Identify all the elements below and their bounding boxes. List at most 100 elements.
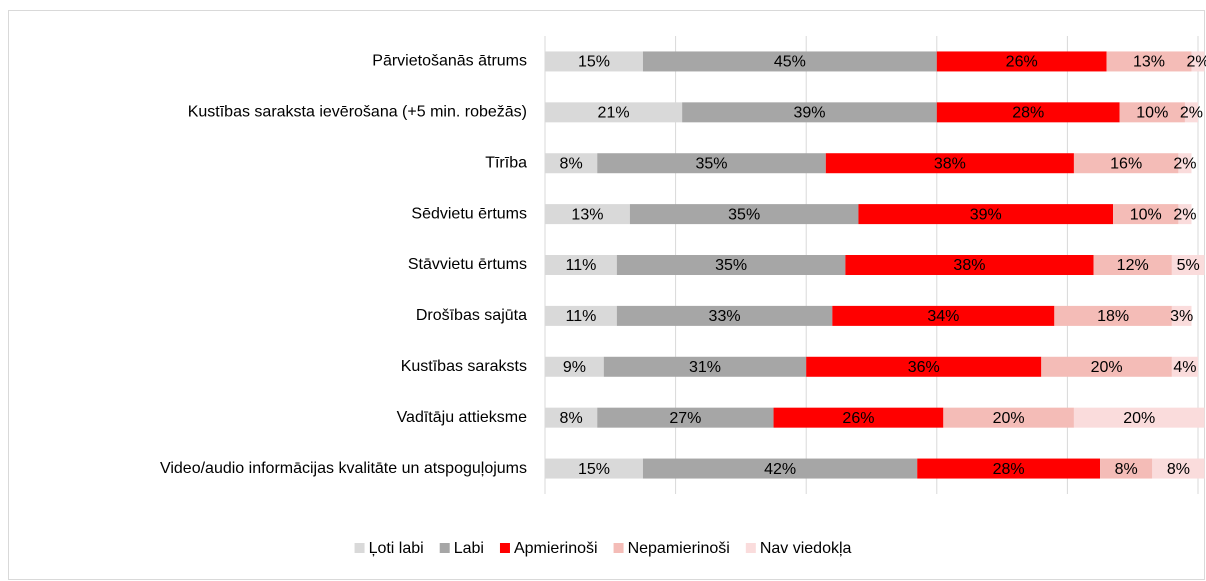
- data-label: 4%: [1173, 359, 1196, 376]
- bar-segment: [943, 407, 1074, 428]
- y-tick-label: Sēdvietu ērtums: [411, 205, 527, 222]
- data-label: 8%: [1115, 461, 1138, 478]
- data-label: 9%: [563, 359, 586, 376]
- data-label: 35%: [715, 257, 747, 274]
- y-tick-label: Kustības saraksts: [401, 358, 527, 375]
- data-label: 2%: [1173, 206, 1196, 223]
- data-label: 15%: [578, 54, 610, 71]
- data-label: 27%: [669, 410, 701, 427]
- data-label: 28%: [1012, 105, 1044, 122]
- data-label: 45%: [774, 54, 806, 71]
- bar-segment: [1184, 102, 1198, 123]
- legend-label: Nepamierinoši: [628, 540, 730, 557]
- bar-segment: [1054, 305, 1172, 326]
- data-label: 11%: [565, 257, 596, 274]
- data-label: 13%: [1133, 54, 1165, 71]
- bar-segment: [629, 204, 859, 225]
- data-label: 12%: [1117, 257, 1149, 274]
- data-label: 38%: [934, 155, 966, 172]
- data-label: 8%: [1167, 461, 1190, 478]
- bar-segment: [1178, 153, 1192, 174]
- data-label: 34%: [927, 308, 959, 325]
- data-label: 3%: [1170, 308, 1193, 325]
- data-label: 21%: [598, 105, 630, 122]
- legend-label: Apmierinoši: [514, 540, 598, 557]
- data-label: 8%: [560, 155, 583, 172]
- legend-swatch: [354, 543, 365, 553]
- legend-swatch: [439, 543, 450, 553]
- bar-segment: [858, 204, 1114, 225]
- data-label: 13%: [571, 206, 603, 223]
- bar-segment: [597, 153, 826, 174]
- bar-segment: [1100, 458, 1153, 479]
- legend-swatch: [613, 543, 624, 553]
- y-tick-label: Drošības sajūta: [416, 307, 527, 324]
- bar-segment: [545, 204, 630, 225]
- data-label: 42%: [764, 461, 796, 478]
- y-tick-label: Tīrība: [485, 154, 527, 171]
- bar-segment: [936, 51, 1107, 72]
- bar-segment: [1178, 204, 1192, 225]
- bar-segment: [773, 407, 944, 428]
- data-label: 18%: [1097, 308, 1129, 325]
- bar-segment: [806, 356, 1042, 377]
- data-label: 36%: [908, 359, 940, 376]
- bar-segment: [917, 458, 1101, 479]
- data-label: 38%: [953, 257, 985, 274]
- data-label: 10%: [1130, 206, 1162, 223]
- data-label: 16%: [1110, 155, 1142, 172]
- y-tick-label: Pārvietošanās ātrums: [372, 53, 527, 70]
- bar-segment: [1191, 51, 1205, 72]
- bar-segment: [1171, 255, 1205, 275]
- legend-label: Nav viedokļa: [760, 540, 852, 557]
- bar-segment: [845, 255, 1094, 275]
- data-label: 11%: [565, 308, 596, 325]
- bar-segment: [603, 356, 807, 377]
- data-label: 35%: [728, 206, 760, 223]
- bar-segment: [642, 458, 918, 479]
- data-label: 31%: [689, 359, 721, 376]
- bar-segment: [1152, 458, 1205, 479]
- bar-segment: [545, 407, 598, 428]
- bar-segment: [642, 51, 937, 72]
- data-label: 8%: [560, 410, 583, 427]
- bar-segment: [1093, 255, 1172, 275]
- y-tick-label: Video/audio informācijas kvalitāte un at…: [160, 460, 527, 477]
- data-label: 2%: [1180, 105, 1203, 122]
- data-label: 26%: [1006, 54, 1038, 71]
- data-label: 35%: [695, 155, 727, 172]
- data-label: 39%: [793, 105, 825, 122]
- data-label: 10%: [1136, 105, 1168, 122]
- bar-segment: [545, 153, 598, 174]
- bar-segment: [832, 305, 1055, 326]
- bar-segment: [1113, 204, 1179, 225]
- data-label: 2%: [1173, 155, 1196, 172]
- data-label: 20%: [1091, 359, 1123, 376]
- legend-swatch: [745, 543, 756, 553]
- bar-segment: [545, 102, 683, 123]
- bar-segment: [1041, 356, 1172, 377]
- data-label: 28%: [993, 461, 1025, 478]
- data-label: 39%: [970, 206, 1002, 223]
- legend-label: Labi: [454, 540, 484, 557]
- data-label: 20%: [1123, 410, 1155, 427]
- y-tick-label: Kustības saraksta ievērošana (+5 min. ro…: [188, 104, 527, 121]
- bar-segment: [545, 51, 643, 72]
- bar-segment: [682, 102, 937, 123]
- data-label: 33%: [709, 308, 741, 325]
- bar-segment: [545, 305, 617, 326]
- bar-segment: [1171, 305, 1192, 326]
- bar-segment: [825, 153, 1074, 174]
- legend-swatch: [499, 543, 510, 553]
- bar-segment: [545, 458, 643, 479]
- bar-segment: [936, 102, 1120, 123]
- data-label: 5%: [1177, 257, 1200, 274]
- bar-segment: [616, 255, 846, 275]
- data-label: 20%: [993, 410, 1025, 427]
- data-label: 2%: [1186, 54, 1206, 71]
- bar-segment: [597, 407, 774, 428]
- bar-segment: [616, 305, 833, 326]
- chart-frame: [8, 10, 1205, 580]
- bar-segment: [545, 255, 617, 275]
